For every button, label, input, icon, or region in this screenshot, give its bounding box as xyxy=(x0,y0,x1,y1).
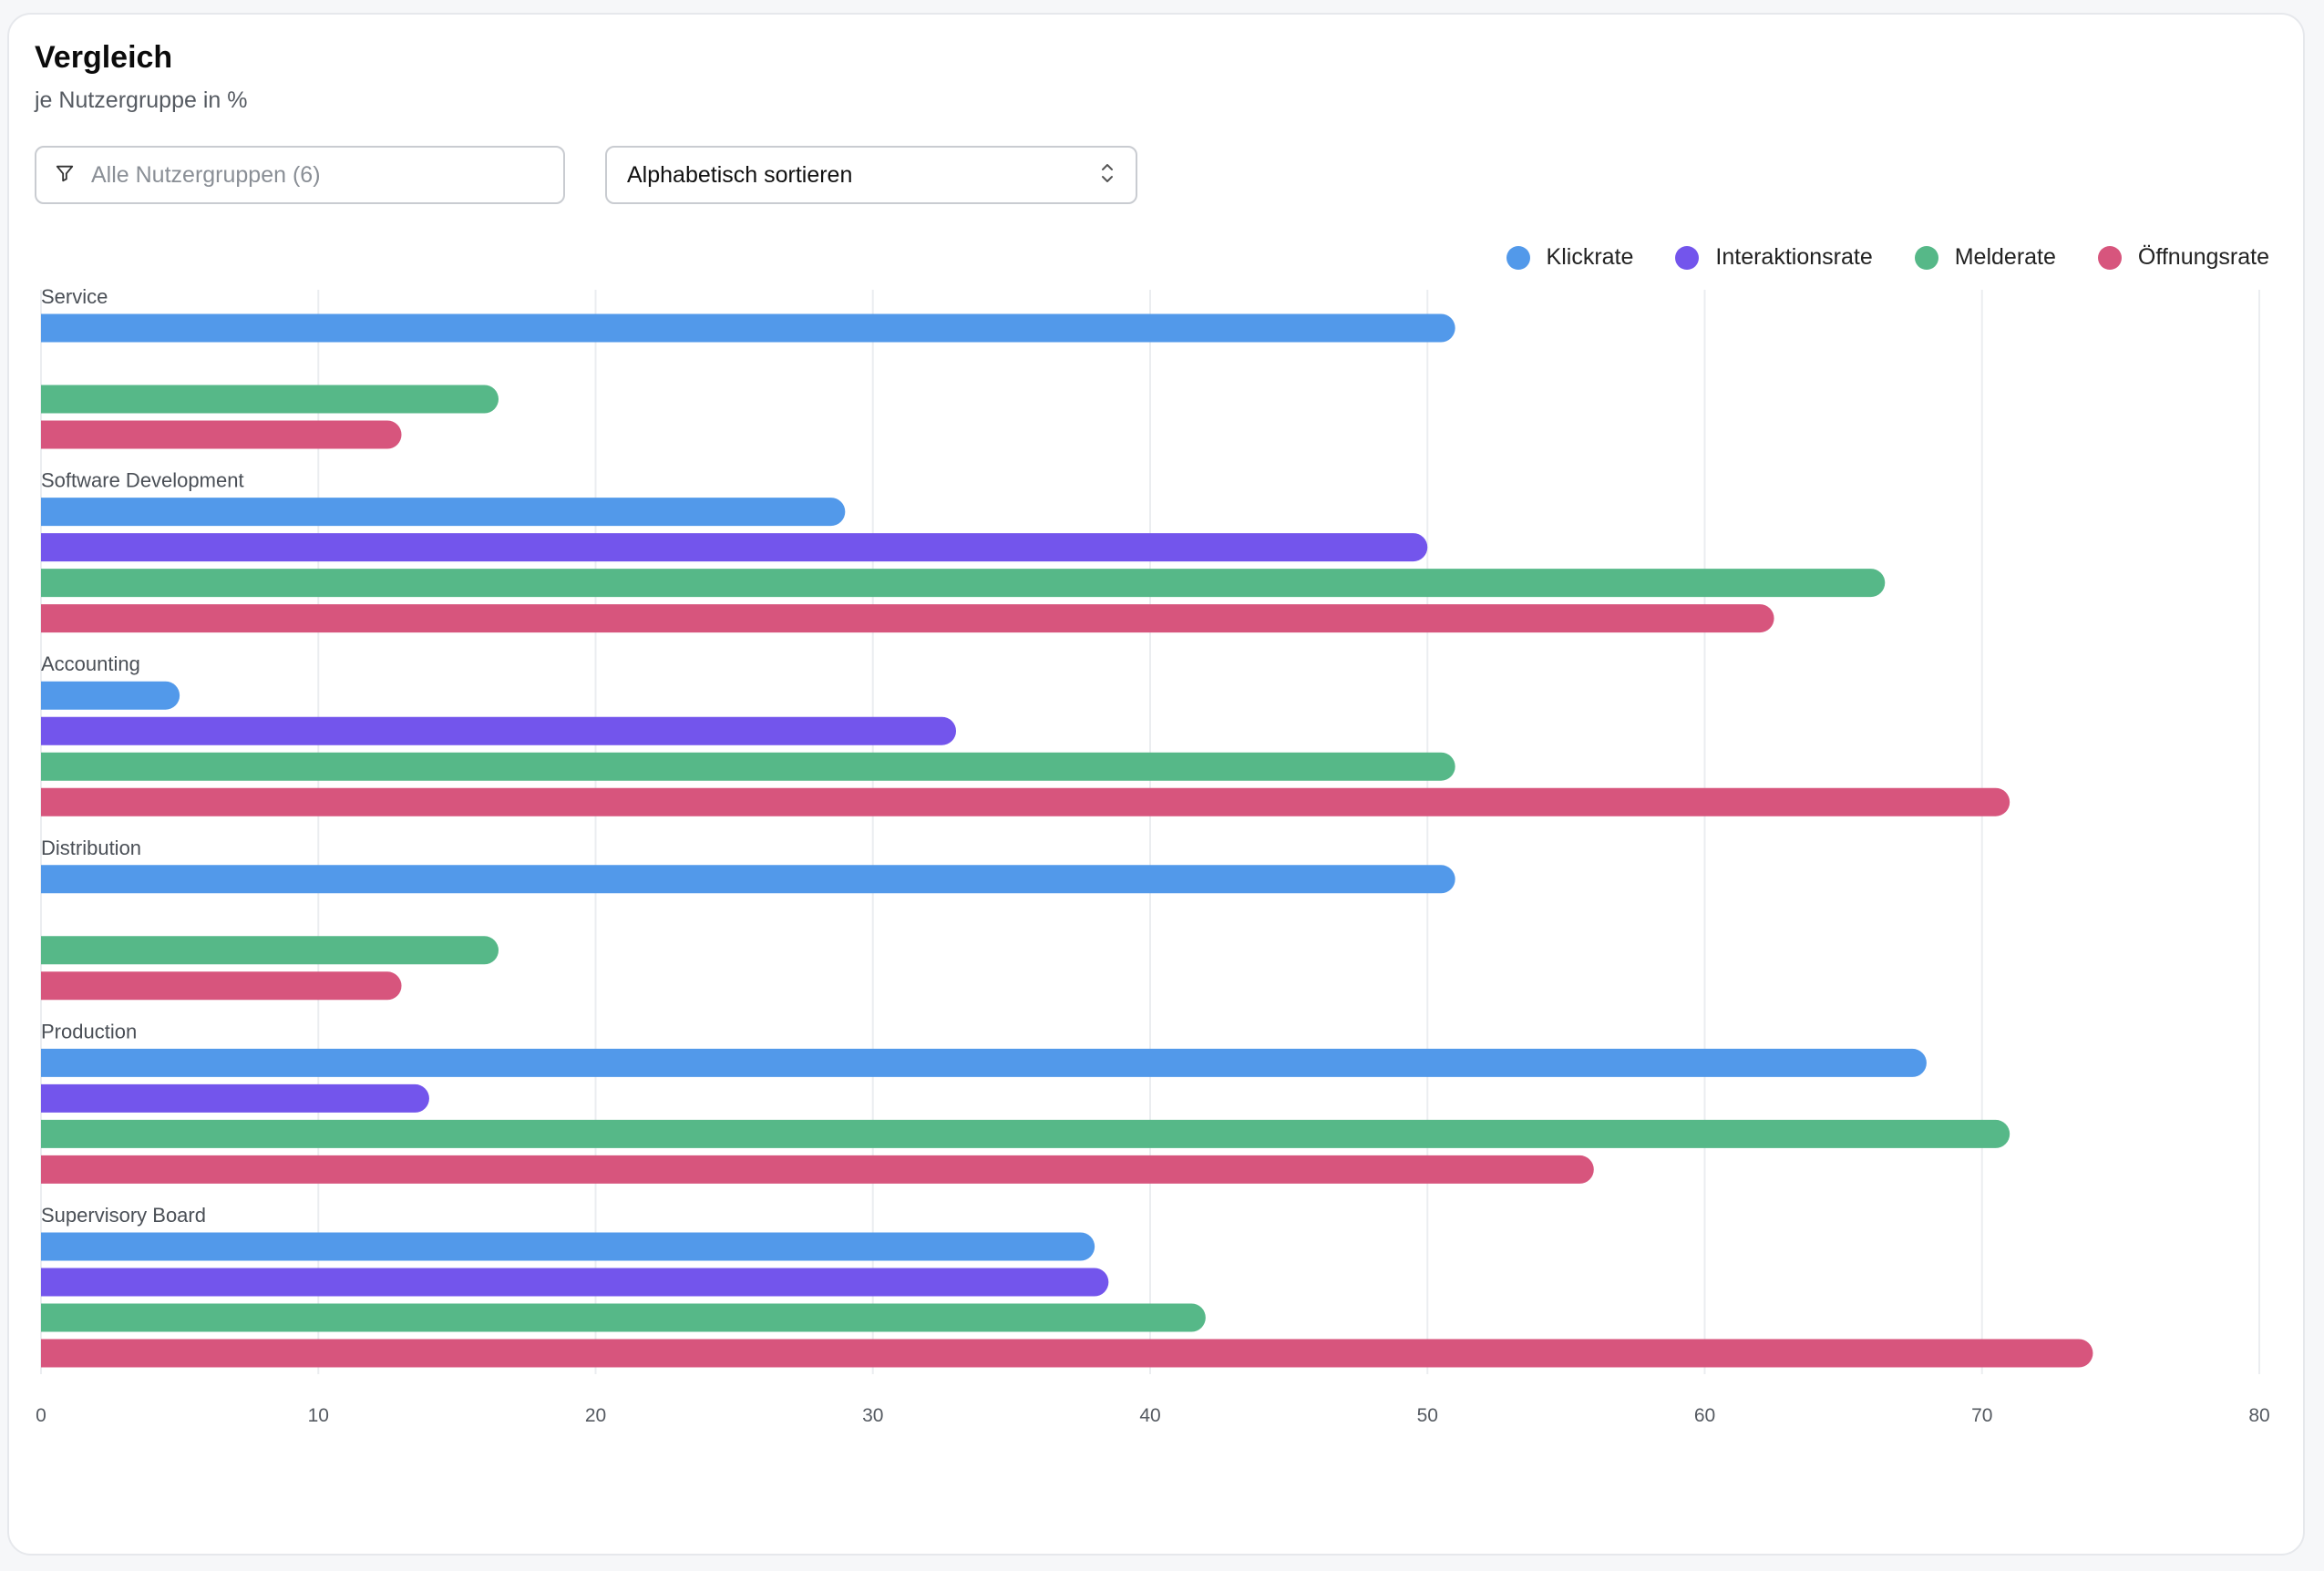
bar xyxy=(41,716,957,745)
bar xyxy=(41,1303,1206,1332)
bar xyxy=(41,420,402,449)
card-subtitle: je Nutzergruppe in % xyxy=(35,87,248,113)
bar xyxy=(41,569,1886,598)
bar xyxy=(41,865,1455,894)
legend-dot xyxy=(1675,245,1700,270)
filter-placeholder: Alle Nutzergruppen (6) xyxy=(91,161,321,188)
legend-item[interactable]: Öffnungsrate xyxy=(2097,244,2269,271)
bar xyxy=(41,936,499,965)
legend-item[interactable]: Interaktionsrate xyxy=(1675,244,1873,271)
legend-dot xyxy=(1914,245,1938,270)
comparison-card xyxy=(7,13,2305,1556)
category-label: Production xyxy=(41,1020,137,1042)
category-label: Accounting xyxy=(41,652,140,675)
bar xyxy=(41,385,499,414)
filter-icon xyxy=(55,163,75,188)
legend-item[interactable]: Klickrate xyxy=(1506,244,1634,271)
legend-label: Interaktionsrate xyxy=(1715,244,1873,270)
x-tick-label: 30 xyxy=(862,1405,883,1426)
bar xyxy=(41,1048,1927,1077)
category-label: Service xyxy=(41,285,108,308)
sort-select[interactable]: Alphabetisch sortieren xyxy=(605,146,1137,204)
bar xyxy=(41,1339,2093,1368)
bar xyxy=(41,1083,429,1113)
user-group-filter[interactable]: Alle Nutzergruppen (6) xyxy=(35,146,565,204)
bar xyxy=(41,752,1455,781)
bar xyxy=(41,533,1428,562)
bar xyxy=(41,787,2010,816)
bar xyxy=(41,681,180,710)
legend-item[interactable]: Melderate xyxy=(1914,244,2056,271)
x-tick-label: 80 xyxy=(2248,1405,2269,1426)
legend-dot xyxy=(2097,245,2122,270)
category-label: Software Development xyxy=(41,469,244,492)
legend-dot xyxy=(1506,245,1530,270)
bar xyxy=(41,604,1774,633)
bar xyxy=(41,498,846,527)
x-tick-label: 60 xyxy=(1694,1405,1715,1426)
legend-label: Melderate xyxy=(1954,244,2056,270)
legend-label: Klickrate xyxy=(1546,244,1634,270)
bar xyxy=(41,971,402,1001)
x-tick-label: 20 xyxy=(585,1405,606,1426)
x-tick-label: 0 xyxy=(36,1405,46,1426)
chevron-up-down-icon xyxy=(1099,161,1116,190)
bar xyxy=(41,1268,1109,1297)
x-tick-label: 10 xyxy=(308,1405,329,1426)
bar xyxy=(41,1232,1095,1261)
bar xyxy=(41,1119,2010,1148)
chart-legend: Klickrate Interaktionsrate Melderate Öffnun… xyxy=(1506,244,2269,271)
card-title: Vergleich xyxy=(35,40,173,75)
x-tick-label: 70 xyxy=(1971,1405,1992,1426)
x-tick-label: 40 xyxy=(1139,1405,1160,1426)
sort-select-value: Alphabetisch sortieren xyxy=(627,161,853,188)
bar xyxy=(41,1155,1594,1184)
legend-label: Öffnungsrate xyxy=(2137,244,2269,270)
bar xyxy=(41,313,1455,343)
category-label: Distribution xyxy=(41,837,141,859)
x-tick-label: 50 xyxy=(1417,1405,1438,1426)
category-label: Supervisory Board xyxy=(41,1204,206,1227)
